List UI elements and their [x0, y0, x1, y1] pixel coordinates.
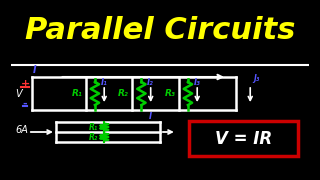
- Text: R₂: R₂: [89, 132, 99, 141]
- Text: V: V: [15, 89, 22, 98]
- Text: R₂: R₂: [118, 89, 129, 98]
- Text: 6A: 6A: [16, 125, 29, 135]
- Text: +: +: [20, 79, 30, 89]
- Text: I: I: [149, 112, 152, 121]
- Text: J₃: J₃: [253, 74, 259, 83]
- Text: Parallel Circuits: Parallel Circuits: [25, 15, 295, 44]
- Text: R₁: R₁: [72, 89, 83, 98]
- Text: I₂: I₂: [147, 78, 154, 87]
- Text: I₃: I₃: [194, 78, 201, 87]
- FancyBboxPatch shape: [189, 121, 298, 156]
- Text: -: -: [23, 99, 28, 109]
- Text: V = IR: V = IR: [215, 129, 272, 147]
- Text: R₃: R₃: [165, 89, 176, 98]
- Text: R₁: R₁: [89, 123, 99, 132]
- Text: I: I: [33, 65, 36, 75]
- Text: I₁: I₁: [101, 78, 108, 87]
